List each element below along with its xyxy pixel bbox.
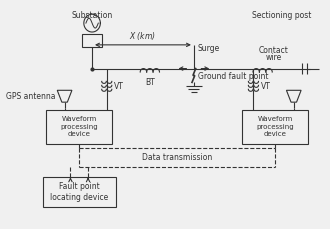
Text: VT: VT (261, 82, 271, 91)
Text: BT: BT (145, 79, 155, 87)
Text: Waveform
processing
device: Waveform processing device (257, 116, 294, 137)
Bar (243, 110, 309, 144)
Bar (43, 177, 116, 207)
Text: Fault point
locating device: Fault point locating device (50, 182, 108, 202)
Text: Substation: Substation (72, 11, 113, 20)
Text: Ground fault point: Ground fault point (198, 71, 268, 81)
Text: wire: wire (265, 53, 282, 62)
Text: Contact: Contact (259, 46, 288, 55)
Text: Waveform
processing
device: Waveform processing device (60, 116, 98, 137)
Polygon shape (286, 90, 301, 102)
Text: GPS antenna: GPS antenna (6, 92, 55, 101)
Bar (46, 110, 112, 144)
Text: VT: VT (114, 82, 124, 91)
Text: $X$ (km): $X$ (km) (129, 30, 156, 42)
Bar (82, 34, 102, 47)
Polygon shape (57, 90, 72, 102)
Text: Sectioning post: Sectioning post (252, 11, 311, 20)
Text: Data transmission: Data transmission (142, 153, 213, 162)
Text: Surge: Surge (198, 44, 220, 53)
